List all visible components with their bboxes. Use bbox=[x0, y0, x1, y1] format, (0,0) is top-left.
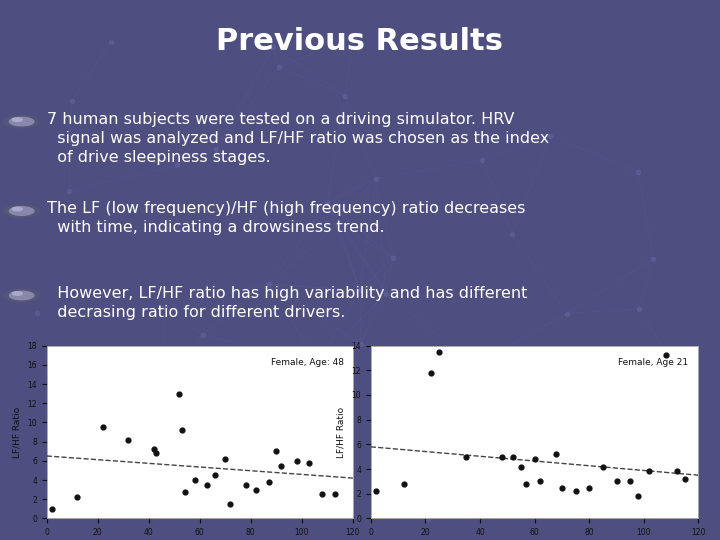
Text: However, LF/HF ratio has high variability and has different
  decrasing ratio fo: However, LF/HF ratio has high variabilit… bbox=[47, 286, 527, 320]
Point bbox=[276, 461, 287, 470]
Point bbox=[329, 490, 341, 499]
Point bbox=[210, 471, 221, 480]
Point bbox=[240, 481, 251, 489]
Point bbox=[202, 481, 213, 489]
Point bbox=[507, 453, 518, 461]
Point bbox=[496, 453, 508, 461]
Point bbox=[72, 493, 84, 502]
Circle shape bbox=[9, 117, 34, 126]
Point bbox=[122, 435, 134, 444]
Point bbox=[611, 477, 622, 485]
Circle shape bbox=[9, 207, 34, 215]
Point bbox=[220, 455, 231, 463]
Text: The LF (low frequency)/HF (high frequency) ratio decreases
  with time, indicati: The LF (low frequency)/HF (high frequenc… bbox=[47, 201, 525, 235]
Point bbox=[521, 480, 532, 488]
Point bbox=[624, 477, 636, 485]
Point bbox=[556, 483, 567, 492]
Point bbox=[425, 368, 436, 377]
Point bbox=[551, 450, 562, 458]
Point bbox=[528, 455, 540, 463]
Point bbox=[250, 485, 261, 494]
Point bbox=[176, 426, 188, 434]
Circle shape bbox=[4, 289, 40, 302]
Point bbox=[433, 347, 445, 356]
Point bbox=[304, 458, 315, 467]
Point bbox=[291, 456, 302, 465]
Point bbox=[225, 500, 236, 508]
Point bbox=[46, 504, 58, 513]
Point bbox=[633, 492, 644, 501]
Point bbox=[263, 477, 274, 486]
Point bbox=[148, 445, 160, 454]
Point bbox=[371, 487, 382, 496]
Point bbox=[97, 423, 109, 431]
Text: 7 human subjects were tested on a driving simulator. HRV
  signal was analyzed a: 7 human subjects were tested on a drivin… bbox=[47, 112, 549, 165]
Point bbox=[461, 453, 472, 461]
Point bbox=[597, 462, 608, 471]
Circle shape bbox=[9, 291, 34, 300]
Point bbox=[150, 449, 162, 457]
Text: Female, Age 21: Female, Age 21 bbox=[618, 357, 688, 367]
Circle shape bbox=[12, 207, 22, 211]
Circle shape bbox=[4, 205, 40, 217]
Point bbox=[660, 351, 671, 360]
Point bbox=[671, 467, 683, 476]
Point bbox=[271, 447, 282, 456]
Point bbox=[570, 487, 581, 496]
Y-axis label: LF/HF Ratio: LF/HF Ratio bbox=[13, 407, 22, 457]
Point bbox=[174, 389, 185, 398]
Point bbox=[189, 476, 200, 484]
Point bbox=[516, 462, 527, 471]
Y-axis label: LF/HF Ratio: LF/HF Ratio bbox=[337, 407, 346, 457]
Point bbox=[397, 480, 409, 488]
Circle shape bbox=[4, 116, 40, 128]
Point bbox=[534, 477, 546, 485]
Point bbox=[679, 475, 690, 483]
Point bbox=[583, 483, 595, 492]
Text: Previous Results: Previous Results bbox=[217, 27, 503, 56]
Text: Female, Age: 48: Female, Age: 48 bbox=[271, 357, 343, 367]
Point bbox=[644, 467, 655, 476]
Circle shape bbox=[12, 292, 22, 295]
Point bbox=[179, 487, 190, 496]
Point bbox=[317, 490, 328, 499]
Circle shape bbox=[12, 118, 22, 122]
